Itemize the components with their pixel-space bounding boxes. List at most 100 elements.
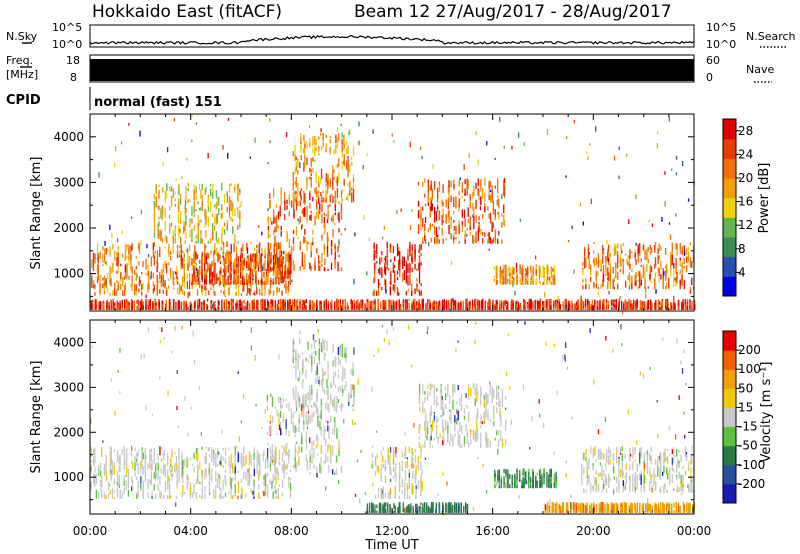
data-cell	[379, 267, 381, 275]
data-cell	[595, 257, 597, 266]
data-cell	[134, 284, 136, 296]
data-cell	[628, 301, 630, 310]
data-cell	[300, 136, 302, 143]
data-cell	[193, 252, 195, 256]
data-cell	[407, 255, 409, 260]
data-cell	[419, 146, 422, 150]
data-cell	[289, 271, 291, 283]
data-cell	[416, 305, 418, 310]
data-cell	[224, 447, 227, 456]
data-cell	[282, 299, 285, 306]
data-cell	[663, 271, 665, 276]
data-cell	[97, 265, 99, 272]
data-cell	[149, 301, 151, 310]
data-cell	[173, 299, 175, 309]
data-cell	[379, 257, 381, 264]
data-cell	[124, 300, 126, 309]
data-cell	[447, 197, 449, 206]
data-cell	[332, 171, 334, 179]
data-cell	[376, 244, 378, 255]
data-cell	[142, 466, 144, 475]
data-cell	[345, 197, 348, 200]
data-cell	[128, 275, 130, 280]
data-cell	[684, 250, 686, 256]
y-tick-label: 4000	[53, 130, 84, 144]
data-cell	[623, 303, 625, 310]
data-cell	[199, 307, 201, 310]
data-cell	[96, 247, 99, 255]
data-cell	[342, 300, 344, 305]
data-cell	[208, 253, 210, 259]
data-cell	[199, 265, 201, 269]
data-cell	[243, 276, 245, 283]
data-cell	[338, 268, 340, 272]
data-cell	[154, 307, 156, 310]
data-cell	[275, 446, 277, 455]
data-cell	[91, 259, 93, 269]
data-cell	[195, 234, 197, 239]
data-cell	[176, 474, 178, 485]
data-cell	[150, 463, 152, 470]
data-cell	[320, 200, 323, 203]
data-cell	[614, 305, 616, 309]
data-cell	[216, 463, 219, 467]
data-cell	[215, 452, 217, 460]
data-cell	[294, 193, 296, 202]
data-cell	[109, 224, 111, 230]
data-cell	[295, 166, 297, 171]
data-cell	[513, 279, 515, 285]
data-cell	[171, 448, 173, 454]
data-cell	[552, 280, 554, 285]
data-cell	[205, 291, 207, 296]
data-cell	[159, 246, 161, 253]
data-cell	[245, 305, 247, 310]
data-cell	[180, 285, 182, 292]
data-cell	[434, 181, 436, 190]
data-cell	[262, 456, 264, 462]
data-cell	[467, 219, 469, 223]
data-cell	[286, 231, 288, 242]
data-cell	[334, 252, 336, 260]
data-cell	[140, 280, 142, 284]
data-cell	[179, 237, 182, 242]
data-cell	[193, 200, 195, 210]
data-cell	[582, 279, 584, 283]
data-cell	[165, 263, 168, 274]
data-cell	[158, 205, 160, 211]
data-cell	[659, 301, 661, 305]
data-cell	[187, 263, 189, 269]
data-cell	[408, 298, 410, 301]
data-cell	[234, 491, 236, 497]
data-cell	[180, 262, 182, 267]
data-cell	[268, 269, 270, 272]
data-cell	[304, 147, 306, 155]
data-cell	[340, 233, 343, 236]
data-cell	[280, 298, 282, 309]
data-cell	[400, 208, 402, 212]
data-cell	[194, 246, 196, 254]
data-cell	[288, 197, 290, 205]
data-cell	[247, 468, 249, 473]
data-cell	[242, 243, 244, 252]
data-cell	[681, 264, 683, 275]
data-cell	[293, 264, 295, 271]
data-cell	[155, 184, 157, 194]
data-cell	[272, 255, 274, 261]
data-cell	[295, 177, 297, 188]
data-cell	[239, 221, 241, 229]
data-cell	[349, 129, 351, 135]
data-cell	[207, 198, 209, 207]
data-cell	[187, 199, 189, 203]
data-cell	[266, 448, 269, 459]
data-cell	[399, 251, 401, 262]
data-cell	[289, 307, 291, 310]
data-cell	[199, 280, 201, 289]
data-cell	[287, 303, 289, 310]
data-cell	[154, 305, 156, 309]
data-cell	[431, 188, 434, 199]
data-cell	[309, 176, 311, 180]
data-cell	[156, 278, 159, 289]
data-cell	[193, 466, 195, 473]
data-cell	[297, 299, 299, 304]
data-cell	[427, 182, 429, 194]
